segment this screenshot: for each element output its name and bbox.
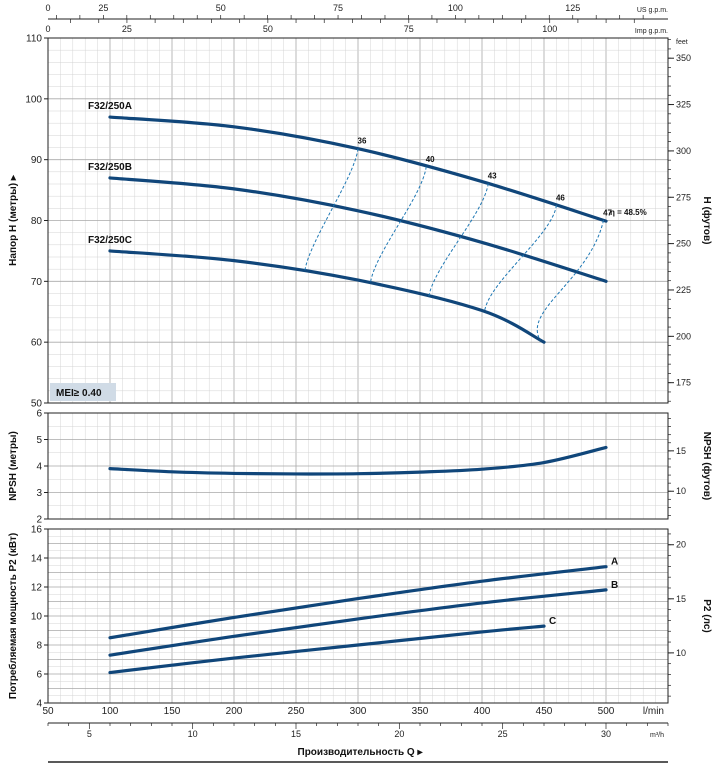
y-tick-label: 10 — [31, 612, 43, 623]
us-gpm-label: 25 — [98, 3, 108, 13]
lmin-tick-label: 200 — [226, 706, 243, 717]
efficiency-line — [428, 183, 489, 298]
right-tick-label: 15 — [676, 446, 686, 456]
efficiency-label: 47 — [603, 208, 612, 217]
us-gpm-label: 125 — [565, 3, 580, 13]
y-axis-title-right: P2 (лс) — [701, 599, 712, 632]
us-gpm-label: 75 — [333, 3, 343, 13]
y-axis-title: NPSH (метры) — [8, 431, 19, 501]
right-tick-label: 250 — [676, 239, 691, 249]
right-tick-label: 20 — [676, 540, 686, 550]
efficiency-line — [304, 148, 359, 272]
m3h-tick-label: 15 — [291, 729, 301, 739]
imp-gpm-label: 100 — [542, 24, 557, 34]
curve-label: F32/250A — [88, 101, 132, 112]
y-tick-label: 110 — [26, 34, 42, 45]
y-tick-label: 6 — [36, 409, 42, 420]
y-axis-title-right: NPSH (футов) — [701, 432, 713, 501]
lmin-tick-label: 350 — [412, 706, 429, 717]
y-tick-label: 3 — [36, 488, 42, 499]
frame-layer — [44, 15, 674, 763]
y-tick-label: 8 — [36, 641, 42, 652]
lmin-tick-label: 500 — [598, 706, 615, 717]
y-tick-label: 2 — [36, 515, 42, 526]
us-gpm-label: 100 — [448, 3, 463, 13]
lmin-tick-label: 400 — [474, 706, 491, 717]
y-tick-label: 16 — [31, 525, 43, 536]
y-axis-title: Потребляемая мощность P2 (кВт) — [7, 533, 19, 699]
power-curve-a — [108, 565, 608, 640]
m3h-unit: m³/h — [650, 732, 664, 739]
y-tick-label: 4 — [36, 462, 42, 473]
y-tick-label: 12 — [31, 583, 43, 594]
power-curve-b — [108, 588, 608, 657]
head-curve-f32-250c — [108, 249, 546, 344]
efficiency-label: 43 — [488, 172, 497, 181]
lmin-unit: l/min — [643, 706, 664, 717]
y-tick-label: 100 — [25, 94, 42, 105]
mei-badge — [50, 383, 116, 401]
text-layer: 5060708090100110175200225250275300325350… — [7, 3, 713, 758]
y-tick-label: 5 — [36, 435, 42, 446]
efficiency-line — [536, 220, 605, 341]
right-unit-label: feet — [676, 39, 688, 46]
power-curve-label: C — [549, 616, 556, 627]
m3h-tick-label: 5 — [87, 729, 92, 739]
efficiency-label: 40 — [426, 155, 435, 164]
y-axis-title-right: H (футов) — [701, 197, 713, 245]
power-curve-label: B — [611, 580, 618, 591]
y-tick-label: 4 — [36, 699, 42, 710]
y-tick-label: 80 — [31, 216, 43, 227]
right-tick-label: 15 — [676, 594, 686, 604]
lmin-tick-label: 100 — [102, 706, 119, 717]
us-gpm-unit: US g.p.m. — [637, 7, 668, 14]
npsh-curve — [108, 445, 608, 476]
right-tick-label: 10 — [676, 486, 686, 496]
lmin-tick-label: 150 — [164, 706, 181, 717]
lmin-tick-label: 50 — [42, 706, 54, 717]
right-tick-label: 350 — [676, 53, 691, 63]
m3h-tick-label: 30 — [601, 729, 611, 739]
mei-badge-text: MEI≥ 0.40 — [56, 388, 102, 399]
power-curve-label: A — [611, 557, 618, 568]
right-tick-label: 275 — [676, 192, 691, 202]
y-tick-label: 60 — [31, 338, 43, 349]
imp-gpm-label: 75 — [404, 24, 414, 34]
right-tick-label: 200 — [676, 331, 691, 341]
right-tick-label: 325 — [676, 100, 691, 110]
efficiency-label: 46 — [556, 193, 565, 202]
y-tick-label: 6 — [36, 670, 42, 681]
efficiency-line — [483, 205, 557, 312]
x-axis-title: Производительность Q ▸ — [298, 747, 424, 758]
right-tick-label: 300 — [676, 146, 691, 156]
m3h-tick-label: 20 — [394, 729, 404, 739]
y-axis-title: Напор H (метры) ▸ — [8, 174, 19, 266]
power-curve-c — [108, 624, 546, 675]
lmin-tick-label: 450 — [536, 706, 553, 717]
y-tick-label: 90 — [31, 155, 43, 166]
imp-gpm-unit: Imp g.p.m. — [635, 28, 668, 35]
imp-gpm-label: 50 — [263, 24, 273, 34]
imp-gpm-label: 0 — [45, 24, 50, 34]
m3h-tick-label: 25 — [498, 729, 508, 739]
right-tick-label: 225 — [676, 285, 691, 295]
lmin-tick-label: 250 — [288, 706, 305, 717]
lmin-tick-label: 300 — [350, 706, 367, 717]
eta-label: η = 48.5% — [610, 208, 647, 217]
m3h-tick-label: 10 — [188, 729, 198, 739]
us-gpm-label: 0 — [45, 3, 50, 13]
y-tick-label: 14 — [31, 554, 43, 565]
efficiency-line — [369, 166, 427, 284]
y-tick-label: 70 — [31, 277, 43, 288]
right-tick-label: 175 — [676, 378, 691, 388]
imp-gpm-label: 25 — [122, 24, 132, 34]
us-gpm-label: 50 — [216, 3, 226, 13]
y-tick-label: 50 — [31, 399, 43, 410]
efficiency-label: 36 — [358, 137, 367, 146]
curve-label: F32/250C — [88, 235, 132, 246]
curve-layer — [108, 115, 608, 675]
curve-label: F32/250B — [88, 162, 132, 173]
right-tick-label: 10 — [676, 648, 686, 658]
